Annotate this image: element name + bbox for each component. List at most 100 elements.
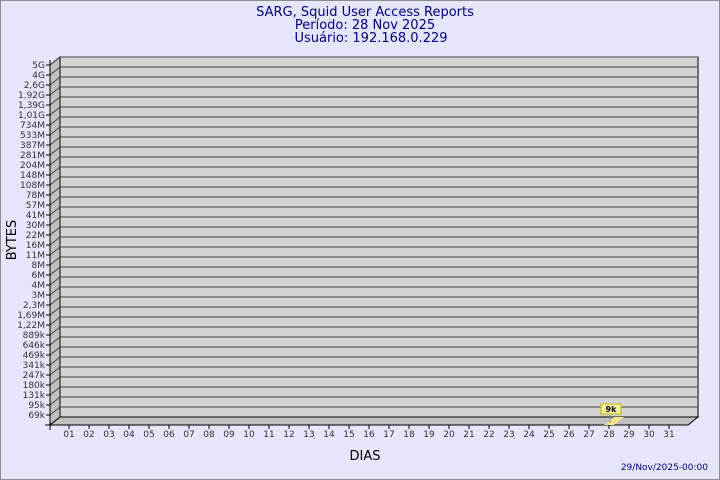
y-tick-label: 5G — [32, 61, 45, 71]
gridline-side — [49, 296, 61, 306]
x-tick-label: 25 — [543, 430, 554, 440]
y-tick-label: 1,22M — [17, 321, 45, 331]
gridline-side — [49, 366, 61, 376]
y-tick-label: 16M — [26, 241, 45, 251]
chart-subtitle-period: Período: 28 Nov 2025 — [295, 18, 435, 33]
gridline-side — [49, 356, 61, 366]
x-tick-label: 23 — [503, 430, 514, 440]
y-tick-label: 131k — [23, 391, 46, 401]
gridline-side — [49, 76, 61, 86]
x-tick-label: 06 — [163, 430, 175, 440]
y-tick-label: 247k — [23, 371, 46, 381]
floor — [48, 416, 700, 426]
x-tick-label: 03 — [103, 430, 114, 440]
y-tick-label: 41M — [26, 211, 45, 221]
gridline-side — [49, 106, 61, 116]
bar — [604, 417, 624, 425]
gridline-side — [49, 156, 61, 166]
gridline-side — [49, 216, 61, 226]
x-tick-label: 26 — [563, 430, 575, 440]
gridline-side — [49, 196, 61, 206]
gridline-side — [49, 206, 61, 216]
y-tick-label: 22M — [26, 231, 45, 241]
x-tick-label: 20 — [443, 430, 455, 440]
timestamp: 29/Nov/2025-00:00 — [621, 463, 708, 473]
y-tick-label: 6M — [32, 271, 46, 281]
gridline-side — [49, 166, 61, 176]
x-tick-label: 30 — [643, 430, 655, 440]
x-tick-label: 07 — [183, 430, 194, 440]
y-tick-label: 8M — [32, 261, 46, 271]
data-label: 9k — [606, 405, 618, 414]
y-tick-label: 1,39G — [18, 101, 45, 111]
y-tick-label: 180k — [23, 381, 46, 391]
gridline-side — [49, 406, 61, 416]
gridline-side — [49, 226, 61, 236]
y-tick-label: 734M — [20, 121, 45, 131]
x-tick-label: 04 — [123, 430, 135, 440]
gridline-side — [49, 66, 61, 76]
gridline-side — [49, 326, 61, 336]
gridline-side — [49, 136, 61, 146]
x-tick-label: 21 — [463, 430, 474, 440]
gridline-side — [49, 116, 61, 126]
y-tick-label: 57M — [26, 201, 45, 211]
x-tick-label: 14 — [323, 430, 335, 440]
x-tick-label: 13 — [303, 430, 314, 440]
y-tick-label: 30M — [26, 221, 45, 231]
x-tick-label: 10 — [243, 430, 255, 440]
y-tick-label: 3M — [32, 291, 46, 301]
gridline-side — [49, 376, 61, 386]
x-tick-label: 05 — [143, 430, 154, 440]
x-axis-label: DIAS — [350, 449, 381, 464]
gridline-side — [49, 266, 61, 276]
y-tick-label: 78M — [26, 191, 45, 201]
y-tick-label: 469k — [23, 351, 46, 361]
gridline-side — [49, 236, 61, 246]
x-tick-label: 01 — [63, 430, 74, 440]
x-tick-label: 27 — [583, 430, 594, 440]
gridline-side — [49, 346, 61, 356]
gridline-side — [49, 306, 61, 316]
y-tick-label: 1,01G — [18, 111, 45, 121]
y-tick-label: 533M — [20, 131, 45, 141]
x-tick-label: 28 — [603, 430, 615, 440]
x-tick-label: 08 — [203, 430, 215, 440]
y-tick-label: 1,69M — [17, 311, 45, 321]
x-tick-label: 09 — [223, 430, 235, 440]
gridline-side — [49, 386, 61, 396]
y-tick-label: 204M — [20, 161, 45, 171]
y-tick-label: 281M — [20, 151, 45, 161]
x-tick-label: 11 — [263, 430, 274, 440]
data-label-box — [600, 403, 622, 415]
gridline-side — [49, 186, 61, 196]
y-tick-label: 69k — [28, 411, 45, 421]
y-tick-label: 889k — [23, 331, 46, 341]
gridline-side — [49, 396, 61, 406]
y-tick-label: 11M — [26, 251, 45, 261]
gridline-side — [49, 316, 61, 326]
x-tick-label: 18 — [403, 430, 415, 440]
gridline-side — [49, 276, 61, 286]
chart-title: SARG, Squid User Access Reports — [256, 5, 474, 20]
y-axis-label: BYTES — [5, 220, 20, 261]
x-tick-label: 16 — [363, 430, 375, 440]
gridline-side — [49, 96, 61, 106]
x-tick-label: 22 — [483, 430, 494, 440]
y-tick-label: 95k — [28, 401, 45, 411]
y-tick-label: 4M — [32, 281, 46, 291]
y-tick-label: 2,3M — [23, 301, 45, 311]
y-tick-label: 108M — [20, 181, 45, 191]
y-tick-label: 4G — [32, 71, 45, 81]
gridline-side — [49, 126, 61, 136]
x-tick-label: 29 — [623, 430, 635, 440]
gridline-side — [49, 336, 61, 346]
x-tick-label: 02 — [83, 430, 94, 440]
gridline-side — [49, 146, 61, 156]
x-tick-label: 17 — [383, 430, 394, 440]
y-tick-label: 1,92G — [18, 91, 45, 101]
y-tick-label: 646k — [23, 341, 46, 351]
chart-subtitle-user: Usuário: 192.168.0.229 — [294, 31, 447, 46]
y-tick-label: 341k — [23, 361, 46, 371]
